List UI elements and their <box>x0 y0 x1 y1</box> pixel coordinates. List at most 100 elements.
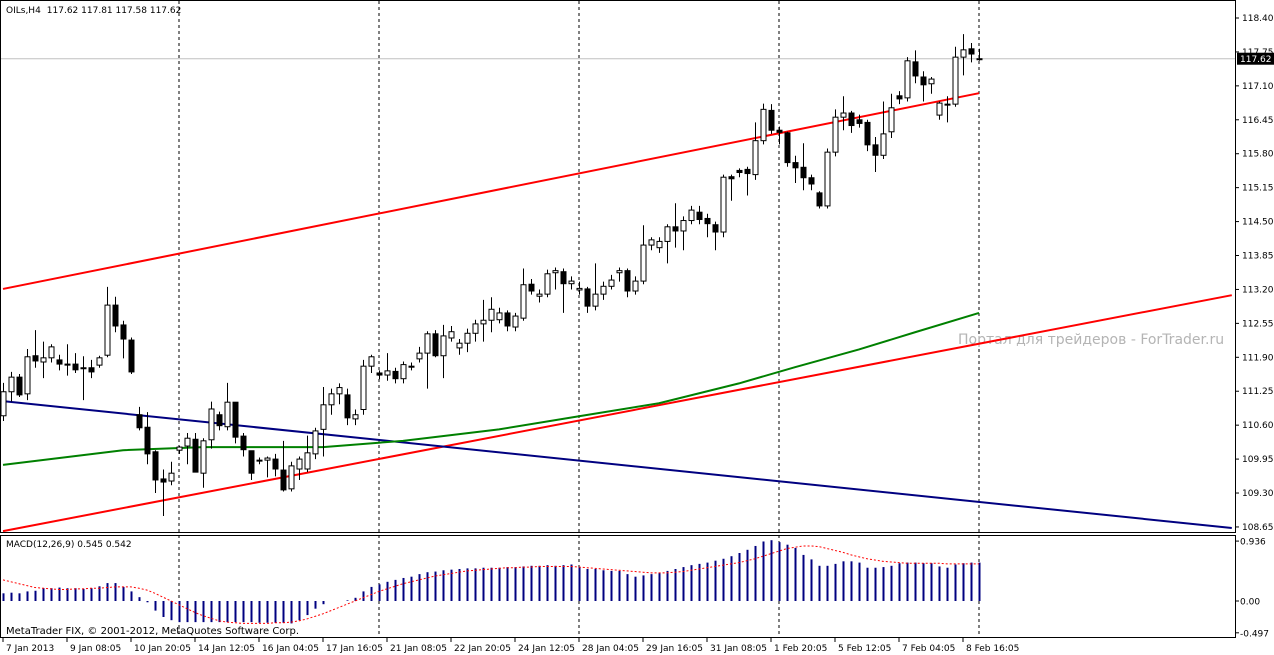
channel-upper-line <box>2 92 980 290</box>
candle <box>624 268 631 298</box>
candle-body-bull <box>448 331 455 339</box>
candle-body-bull <box>336 387 343 395</box>
candle <box>88 359 95 379</box>
candle <box>256 457 263 465</box>
candle <box>616 267 623 282</box>
candle <box>856 114 863 128</box>
candle <box>752 122 759 180</box>
candle <box>240 432 247 457</box>
candle-body-bull <box>200 440 207 474</box>
candle <box>800 143 807 191</box>
candle <box>112 296 119 333</box>
candle <box>552 267 559 290</box>
candle <box>920 71 927 102</box>
candle-body-bull <box>48 346 55 359</box>
candle-body-bear <box>136 414 143 429</box>
candle-body-bear <box>920 76 927 86</box>
candle-body-bull <box>312 430 319 455</box>
candle <box>384 353 391 381</box>
price-tick-label: 113.20 <box>1242 285 1274 295</box>
candle-body-bear <box>64 363 71 366</box>
candle <box>56 354 63 371</box>
candle <box>24 348 31 401</box>
candle-body-bull <box>536 293 543 297</box>
candle-body-bull <box>928 78 935 85</box>
candle <box>144 412 151 465</box>
candle-body-bull <box>952 56 959 105</box>
candle-body-bull <box>256 459 263 462</box>
grid-lines <box>178 1 980 637</box>
time-tick-label: 10 Jan 20:05 <box>134 644 191 654</box>
candle-body-bear <box>624 270 631 292</box>
trendline-line <box>2 400 1232 529</box>
candle-body-bull <box>488 308 495 321</box>
candle-body-bull <box>424 333 431 354</box>
candle <box>488 297 495 333</box>
candle-body-bear <box>232 401 239 438</box>
candle-body-bull <box>352 414 359 420</box>
candle <box>864 119 871 152</box>
candle-body-bear <box>120 324 127 340</box>
candle <box>792 155 799 183</box>
candles <box>0 34 983 516</box>
price-tick-label: 111.90 <box>1242 353 1274 363</box>
candle-body-bear <box>816 192 823 207</box>
time-tick-label: 7 Feb 04:05 <box>902 644 955 654</box>
candle <box>672 203 679 248</box>
candle-body-bear <box>128 339 135 373</box>
candle-body-bear <box>808 177 815 185</box>
candle <box>392 367 399 384</box>
candle-body-bear <box>72 363 79 371</box>
candle-body-bull <box>176 446 183 451</box>
candle-body-bear <box>160 478 167 483</box>
price-axis[interactable]: 118.40117.75117.10116.45115.80115.15114.… <box>1235 14 1274 639</box>
candle-body-bull <box>8 376 15 393</box>
candle-body-bear <box>248 450 255 474</box>
candle <box>400 361 407 384</box>
candle-body-bull <box>480 319 487 325</box>
candle <box>584 286 591 313</box>
candle-body-bull <box>520 284 527 319</box>
candle <box>136 406 143 431</box>
candle-body-bear <box>432 333 439 357</box>
candle-body-bull <box>752 140 759 176</box>
candle <box>512 312 519 332</box>
candle <box>504 310 511 332</box>
candle <box>760 103 767 145</box>
candle-body-bear <box>280 469 287 491</box>
candle-body-bull <box>664 226 671 242</box>
candle-body-bull <box>496 312 503 321</box>
candle-body-bull <box>544 273 551 295</box>
candle <box>328 388 335 415</box>
candle <box>192 432 199 473</box>
candle-body-bull <box>616 270 623 274</box>
candle-body-bull <box>472 323 479 334</box>
candle-body-bear <box>792 162 799 169</box>
candle-body-bull <box>688 209 695 222</box>
candle-body-bear <box>728 176 735 180</box>
candle <box>776 126 783 145</box>
candle-body-bull <box>184 437 191 447</box>
candle-body-bull <box>208 408 215 441</box>
candle-body-bull <box>40 357 47 363</box>
candle-body-bear <box>560 271 567 285</box>
candle-body-bull <box>168 472 175 482</box>
candle-body-bull <box>656 240 663 249</box>
candle-body-bear <box>912 61 919 77</box>
candle <box>96 355 103 368</box>
candle-body-bear <box>696 211 703 220</box>
macd-tick-label: -0.497 <box>1240 629 1269 639</box>
candle-body-bull <box>592 293 599 307</box>
candle-body-bull <box>0 391 7 417</box>
candle <box>80 356 87 401</box>
time-axis[interactable]: 7 Jan 2013 9 Jan 08:05 10 Jan 20:05 14 Jan … <box>2 638 1019 654</box>
candle-body-bull <box>440 335 447 357</box>
candle <box>784 131 791 167</box>
candle-body-bull <box>576 287 583 291</box>
candle-body-bear <box>672 226 679 232</box>
candle-body-bull <box>600 285 607 295</box>
candle <box>648 237 655 251</box>
candle <box>520 268 527 321</box>
candle <box>448 325 455 342</box>
